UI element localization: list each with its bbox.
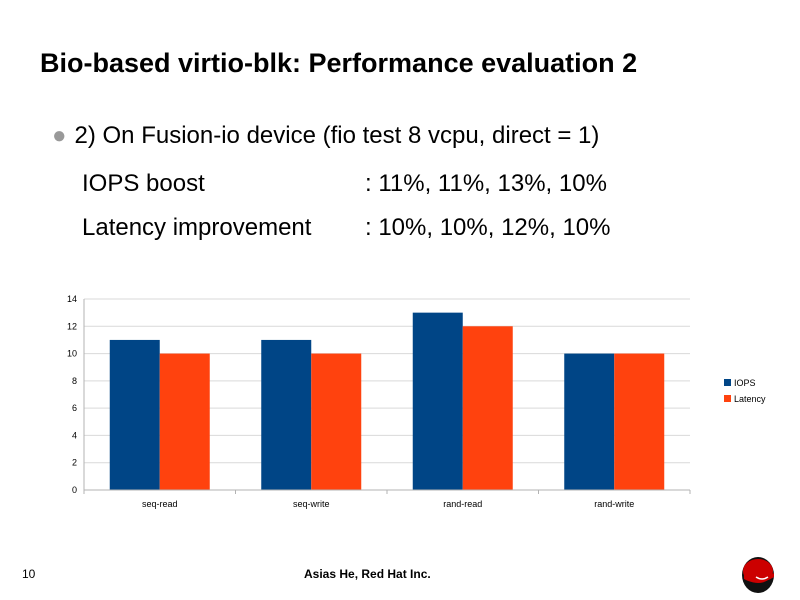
y-tick-label: 14 — [67, 294, 77, 304]
y-tick-label: 12 — [67, 321, 77, 331]
bullet-dot-icon: ● — [52, 122, 67, 149]
page-number: 10 — [22, 567, 36, 581]
y-tick-label: 0 — [72, 485, 77, 495]
x-tick-label: seq-read — [142, 499, 178, 509]
legend-label: IOPS — [734, 378, 756, 388]
bar-iops-rand-read — [412, 312, 463, 490]
iops-row: IOPS boost : 11%, 11%, 13%, 10% — [82, 170, 607, 198]
bar-iops-seq-write — [261, 339, 312, 490]
latency-label: Latency improvement — [82, 214, 312, 241]
bullet-text: 2) On Fusion-io device (fio test 8 vcpu,… — [74, 122, 600, 149]
y-tick-label: 10 — [67, 349, 77, 359]
latency-value: : 10%, 10%, 12%, 10% — [365, 214, 611, 241]
legend-label: Latency — [734, 394, 766, 404]
footer-author: Asias He, Red Hat Inc. — [304, 567, 431, 581]
bar-latency-seq-read — [159, 353, 210, 490]
bar-iops-rand-write — [564, 353, 615, 490]
iops-label: IOPS boost — [82, 170, 205, 197]
y-tick-label: 6 — [72, 403, 77, 413]
bar-latency-rand-read — [462, 326, 513, 490]
red-hat-logo-icon — [742, 557, 774, 593]
bar-iops-seq-read — [109, 339, 160, 490]
bar-latency-seq-write — [311, 353, 362, 490]
y-tick-label: 8 — [72, 376, 77, 386]
slide-title: Bio-based virtio-blk: Performance evalua… — [40, 48, 638, 78]
x-tick-label: seq-write — [293, 499, 330, 509]
legend-swatch — [724, 379, 731, 386]
latency-row: Latency improvement : 10%, 10%, 12%, 10% — [82, 214, 610, 242]
y-tick-label: 4 — [72, 430, 77, 440]
x-tick-label: rand-write — [594, 499, 634, 509]
legend-swatch — [724, 395, 731, 402]
bar-latency-rand-write — [614, 353, 665, 490]
x-tick-label: rand-read — [443, 499, 482, 509]
iops-value: : 11%, 11%, 13%, 10% — [365, 170, 607, 197]
bullet-item: ● 2) On Fusion-io device (fio test 8 vcpu… — [52, 122, 599, 150]
y-tick-label: 2 — [72, 458, 77, 468]
